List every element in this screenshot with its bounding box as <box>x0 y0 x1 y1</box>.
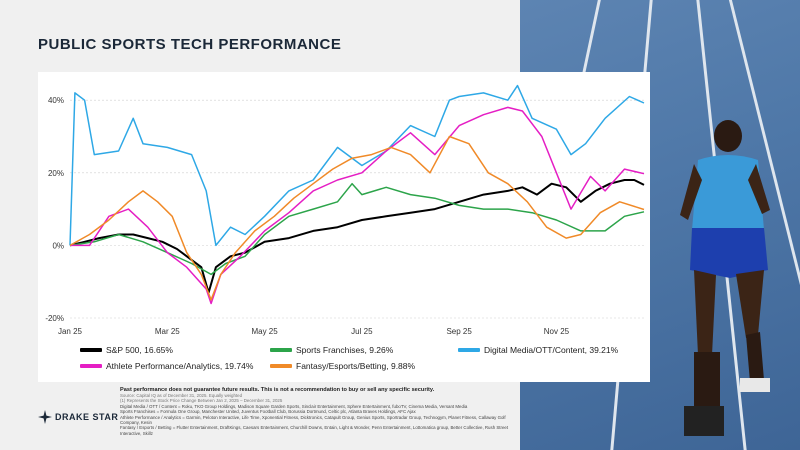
y-tick-label: 20% <box>48 169 64 178</box>
line-chart: -20% 0% 20% 40% Jan 25 Mar 25 May 25 Jul 25 Sep … <box>45 84 645 336</box>
source-text: Source: Capital IQ as of December 31, 20… <box>120 393 243 398</box>
series-line-s-p-500 <box>69 179 645 294</box>
y-tick-label: 40% <box>48 96 64 105</box>
chart-card: -20% 0% 20% 40% Jan 25 Mar 25 May 25 Jul 25 Sep … <box>38 72 650 382</box>
page-title: PUBLIC SPORTS TECH PERFORMANCE <box>38 36 342 53</box>
sprinter-figure <box>680 120 770 436</box>
legend-item-sports-franchises: Sports Franchises, 9.26% <box>270 345 393 355</box>
legend-label-fantasy-esports: Fantasy/Esports/Betting, 9.88% <box>296 361 416 371</box>
definition-digital-media: Digital Media / OTT / Content = Roku, TK… <box>120 403 468 409</box>
legend-item-sp500: S&P 500, 16.65% <box>80 345 173 355</box>
y-tick-label: 0% <box>52 241 64 250</box>
legend-item-athlete-performance: Athlete Performance/Analytics, 19.74% <box>80 361 253 371</box>
series-line-sports-franchises <box>69 182 645 276</box>
legend-swatch-sports-franchises <box>270 348 292 352</box>
legend-swatch-sp500 <box>80 348 102 352</box>
definition-athlete-performance: Athlete Performance / Analytics = Garmin… <box>120 414 506 426</box>
series-line-digital-media-ott-content <box>69 84 645 247</box>
legend-item-digital-media: Digital Media/OTT/Content, 39.21% <box>458 345 618 355</box>
definition-sports-franchises: Sports Franchises = Formula One Group, M… <box>120 409 416 415</box>
disclaimer-text: Past performance does not guarantee futu… <box>120 387 435 393</box>
legend-swatch-digital-media <box>458 348 480 352</box>
legend-label-sp500: S&P 500, 16.65% <box>106 345 173 355</box>
legend-label-sports-franchises: Sports Franchises, 9.26% <box>296 345 394 355</box>
definition-fantasy-esports: Fantasy / Esports / Betting = Flutter En… <box>120 425 509 436</box>
x-tick-label: Jan 25 <box>58 327 83 336</box>
star-icon <box>38 410 52 424</box>
drake-star-logo: DRAKE STAR <box>38 410 118 424</box>
legend-swatch-athlete-performance <box>80 364 102 368</box>
x-tick-label: Jul 25 <box>351 327 373 336</box>
x-tick-label: Sep 25 <box>446 327 472 336</box>
y-tick-label: -20% <box>45 314 64 323</box>
logo-text: DRAKE STAR <box>55 412 119 422</box>
legend-item-fantasy-esports: Fantasy/Esports/Betting, 9.88% <box>270 361 415 371</box>
legend-label-athlete-performance: Athlete Performance/Analytics, 19.74% <box>106 361 254 371</box>
footnote-text: (1) Represents the Stock Price Change Be… <box>120 398 283 404</box>
x-tick-label: Mar 25 <box>155 327 180 336</box>
x-tick-label: May 25 <box>251 327 278 336</box>
legend-swatch-fantasy-esports <box>270 364 292 368</box>
legend-label-digital-media: Digital Media/OTT/Content, 39.21% <box>484 345 619 355</box>
x-tick-label: Nov 25 <box>544 327 570 336</box>
series-line-athlete-performance-analytics <box>70 106 645 305</box>
footer-notes: Past performance does not guarantee futu… <box>120 387 520 436</box>
series-line-fantasy-esports-betting <box>69 135 645 301</box>
